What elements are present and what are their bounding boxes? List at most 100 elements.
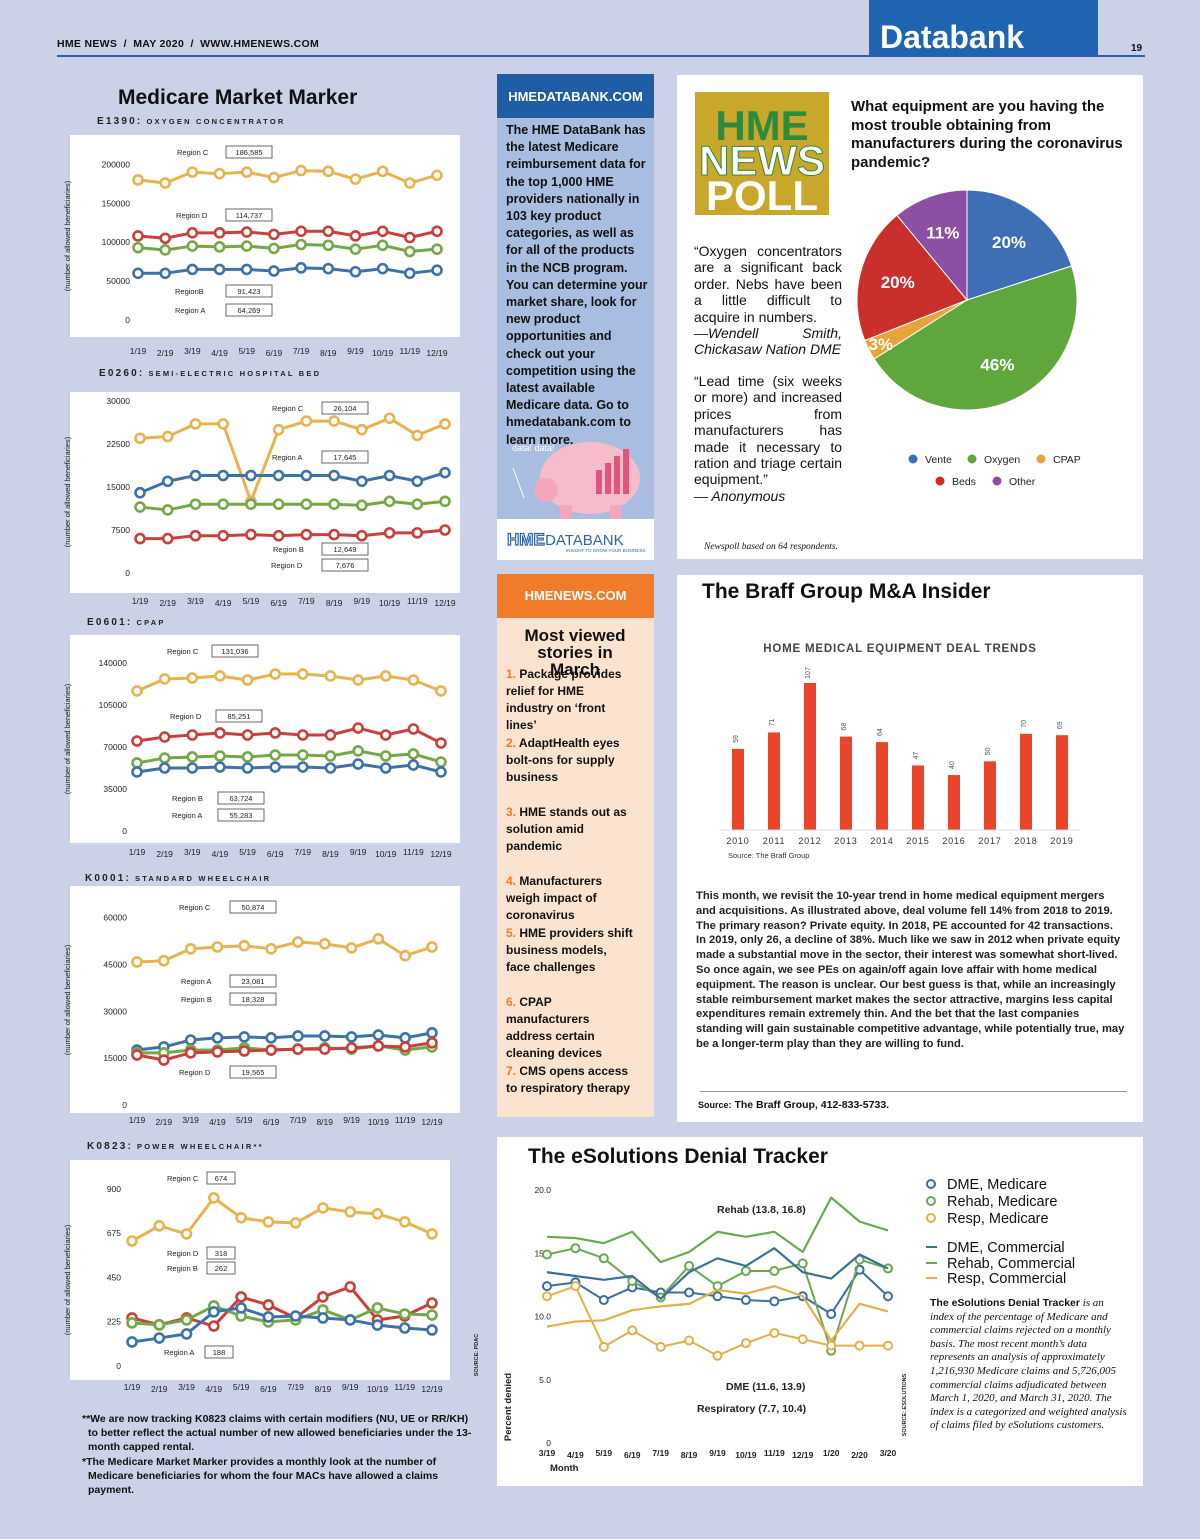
pie-slice xyxy=(966,189,1073,301)
data-point xyxy=(180,1228,193,1240)
data-point xyxy=(655,1341,666,1352)
data-point xyxy=(269,668,281,680)
x-tick-label: 9/19 xyxy=(347,346,364,356)
databank-body: The HME DataBank has the latest Medicare… xyxy=(506,123,648,447)
callout-box xyxy=(225,303,273,317)
source: SOURCE: ESOLUTIONS xyxy=(902,1373,908,1436)
data-point xyxy=(295,225,307,238)
x-tick-label: 7/19 xyxy=(293,346,310,356)
series-line xyxy=(546,1196,889,1264)
data-point xyxy=(411,429,424,442)
x-tick-label: 6/19 xyxy=(624,1450,641,1460)
data-point xyxy=(345,1031,358,1043)
data-point xyxy=(399,949,411,962)
y-tick-label: 30000 xyxy=(106,396,130,406)
story: 4. Manufacturers weigh impact of coronav… xyxy=(506,873,634,924)
x-tick-label: 4/19 xyxy=(211,348,228,358)
data-point xyxy=(161,532,174,545)
data-point xyxy=(159,267,171,280)
bar-value: 64 xyxy=(877,728,884,736)
piggy-leg xyxy=(610,505,622,519)
data-point xyxy=(131,685,143,697)
bar-value: 70 xyxy=(1021,720,1028,728)
x-tick-label: 1/19 xyxy=(130,346,147,356)
series-line xyxy=(138,266,438,275)
series-name: Region B xyxy=(172,794,203,803)
data-point xyxy=(356,529,368,542)
y-tick-label: 50000 xyxy=(106,276,130,286)
data-point xyxy=(376,225,389,238)
data-point xyxy=(289,1310,302,1322)
callout-box xyxy=(225,284,273,298)
series-name: Region C xyxy=(177,148,209,157)
legend-label: Oxygen xyxy=(984,454,1020,466)
legend-label: Resp, Commercial xyxy=(947,1271,1066,1287)
y-tick-label: 450 xyxy=(107,1272,121,1282)
data-point xyxy=(214,670,226,682)
series-line xyxy=(546,1247,889,1300)
x-tick-label: 7/19 xyxy=(652,1448,669,1458)
story: 5. HME providers shift business models, … xyxy=(506,925,634,976)
y-axis-label: (number of allowed beneficiaries) xyxy=(63,944,72,1055)
data-point xyxy=(241,674,254,686)
story-number: 3. xyxy=(506,805,517,819)
story-title: CPAP manufacturers address certain clean… xyxy=(506,995,603,1060)
most-viewed-header-text: HMENEWS.COM xyxy=(524,588,627,603)
data-point xyxy=(542,1291,552,1302)
bar xyxy=(876,742,888,830)
story-title: Manufacturers weigh impact of coronaviru… xyxy=(506,874,603,922)
data-point xyxy=(186,166,199,178)
data-point xyxy=(217,418,229,430)
bar-source: Source: The Braff Group xyxy=(728,851,809,860)
x-tick-label: 2015 xyxy=(906,836,929,846)
callout-box xyxy=(204,1345,234,1359)
data-point xyxy=(322,225,335,238)
data-point xyxy=(186,263,199,276)
callout-box xyxy=(225,145,273,159)
x-tick-label: 2/20 xyxy=(851,1450,868,1460)
bar xyxy=(984,761,996,830)
code: E0601: xyxy=(87,617,132,628)
data-point xyxy=(134,532,146,545)
data-point xyxy=(180,1314,193,1326)
piggy-leg xyxy=(560,505,572,519)
data-point xyxy=(262,1216,275,1228)
product: STANDARD WHEELCHAIR xyxy=(135,874,271,883)
data-point xyxy=(186,729,199,741)
series-line xyxy=(140,528,446,541)
x-tick-label: 2012 xyxy=(798,836,821,846)
data-point xyxy=(132,267,144,280)
data-point xyxy=(404,267,416,280)
data-point xyxy=(245,498,257,511)
data-point xyxy=(426,1297,438,1309)
y-tick-label: 45000 xyxy=(103,959,127,969)
callout: 7,676 xyxy=(336,561,355,570)
data-point xyxy=(411,527,424,539)
data-point xyxy=(245,469,257,482)
series-name: Region C xyxy=(272,404,304,413)
x-tick-label: 7/19 xyxy=(290,1115,307,1125)
legend-label: CPAP xyxy=(1053,454,1081,466)
y-tick-label: 0 xyxy=(122,1100,127,1110)
story-number: 5. xyxy=(506,926,517,940)
x-tick-label: 7/19 xyxy=(287,1382,304,1392)
code: E0260: xyxy=(99,368,144,379)
product: POWER WHEELCHAIR** xyxy=(137,1142,264,1151)
databank-header-text: HMEDATABANK.COM xyxy=(508,89,643,104)
data-point xyxy=(161,504,174,516)
data-point xyxy=(184,1047,197,1059)
data-point xyxy=(439,418,451,430)
code: E1390: xyxy=(97,116,142,127)
data-point xyxy=(186,672,199,684)
data-point xyxy=(322,165,335,178)
logo-word: DATABANK xyxy=(545,532,624,549)
poll-logo xyxy=(695,92,829,215)
data-point xyxy=(769,1296,780,1307)
data-point xyxy=(300,469,313,482)
bar xyxy=(948,775,960,830)
data-point xyxy=(684,1260,695,1271)
data-point xyxy=(317,1291,329,1303)
data-point xyxy=(883,1291,893,1302)
callout-box xyxy=(215,709,263,723)
data-point xyxy=(324,670,337,682)
